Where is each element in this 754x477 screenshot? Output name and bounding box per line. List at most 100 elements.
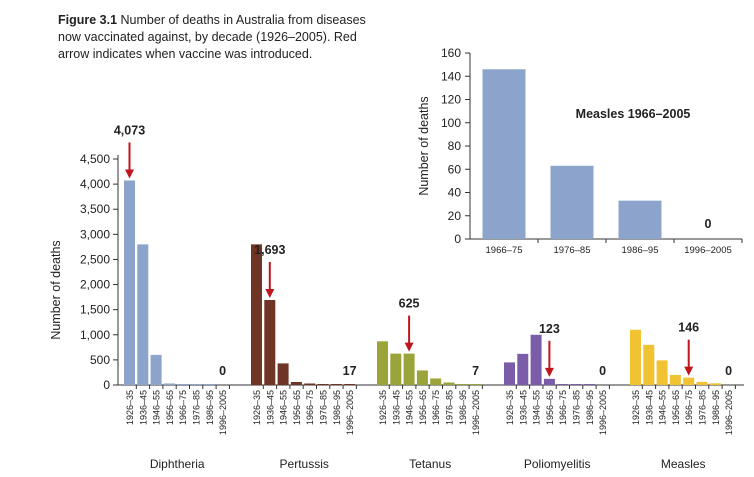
x-tick-label: 1966–75	[178, 390, 188, 425]
bar-tetanus	[443, 382, 455, 385]
y-tick-label: 500	[90, 353, 110, 367]
inset-y-tick-label: 100	[441, 116, 461, 130]
y-tick-label: 3,000	[80, 227, 110, 241]
inset-data-label: 0	[705, 217, 712, 231]
inset-y-tick-label: 160	[441, 46, 461, 60]
inset-x-tick-label: 1976–85	[554, 245, 591, 256]
bar-tetanus	[456, 383, 468, 385]
x-tick-label: 1956–65	[545, 390, 555, 425]
value-label: 0	[219, 364, 226, 378]
x-tick-label: 1946–55	[658, 390, 668, 425]
series-label-measles: Measles	[661, 457, 706, 471]
x-tick-label: 1926–35	[378, 390, 388, 425]
value-label: 0	[599, 364, 606, 378]
bar-tetanus	[377, 341, 388, 385]
x-tick-label: 1946–55	[279, 390, 289, 425]
bar-poliomyelitis	[517, 353, 529, 385]
vaccine-arrow-head	[544, 367, 554, 377]
vaccine-arrow-head	[684, 366, 694, 376]
inset-y-tick-label: 20	[448, 209, 462, 223]
bar-diphtheria	[163, 383, 175, 385]
x-tick-label: 1996–2005	[345, 390, 355, 435]
bar-poliomyelitis	[530, 334, 542, 385]
x-tick-label: 1936–45	[644, 390, 654, 425]
x-tick-label: 1926–35	[631, 390, 641, 425]
arrow-value-label: 1,693	[254, 243, 285, 257]
x-tick-label: 1936–45	[391, 390, 401, 425]
x-tick-label: 1986–95	[585, 390, 595, 425]
series-label-tetanus: Tetanus	[409, 457, 451, 471]
arrow-value-label: 4,073	[114, 123, 145, 137]
inset-x-tick-label: 1966–75	[486, 245, 523, 256]
bar-pertussis	[277, 363, 289, 385]
vaccine-arrow-head	[265, 288, 275, 298]
bar-poliomyelitis	[543, 378, 555, 385]
inset-y-tick-label: 80	[448, 139, 462, 153]
bar-poliomyelitis	[583, 384, 595, 385]
bar-measles	[709, 383, 721, 385]
inset-title: Measles 1966–2005	[576, 107, 691, 121]
x-tick-label: 1986–95	[205, 390, 215, 425]
x-tick-label: 1996–2005	[724, 390, 734, 435]
y-tick-label: 2,500	[80, 252, 110, 266]
bar-diphtheria	[124, 180, 135, 385]
bar-tetanus	[470, 384, 482, 385]
x-tick-label: 1956–65	[165, 390, 175, 425]
x-tick-label: 1956–65	[671, 390, 681, 425]
x-tick-label: 1976–85	[572, 390, 582, 425]
inset-y-tick-label: 120	[441, 93, 461, 107]
arrow-value-label: 123	[539, 322, 560, 336]
x-tick-label: 1986–95	[458, 390, 468, 425]
bar-pertussis	[330, 384, 342, 385]
x-tick-label: 1946–55	[532, 390, 542, 425]
bar-pertussis	[251, 244, 262, 385]
x-tick-label: 1966–75	[558, 390, 568, 425]
inset-bar	[482, 69, 526, 240]
x-tick-label: 1936–45	[265, 390, 275, 425]
inset-y-tick-label: 40	[448, 186, 462, 200]
inset-x-tick-label: 1986–95	[622, 245, 659, 256]
value-label: 17	[343, 364, 357, 378]
bar-tetanus	[430, 378, 442, 385]
bar-poliomyelitis	[504, 362, 515, 385]
inset-y-tick-label: 0	[454, 232, 461, 246]
arrow-value-label: 146	[678, 321, 699, 335]
bar-pertussis	[304, 383, 316, 385]
x-tick-label: 1936–45	[518, 390, 528, 425]
inset-y-tick-label: 60	[448, 162, 462, 176]
series-label-pertussis: Pertussis	[280, 457, 329, 471]
figure-caption: Figure 3.1 Number of deaths in Australia…	[58, 12, 388, 63]
bar-diphtheria	[203, 384, 215, 385]
main-chart: 0 500 1,000 1,500 2,000 2,500 3,000 3,500 4,000 4…	[49, 123, 744, 471]
y-tick-label: 2,000	[80, 278, 110, 292]
x-tick-label: 1966–75	[431, 390, 441, 425]
inset-bar	[550, 165, 594, 239]
inset-bar	[618, 200, 662, 239]
y-axis-title: Number of deaths	[49, 240, 63, 339]
arrow-value-label: 625	[399, 297, 420, 311]
x-tick-label: 1966–75	[684, 390, 694, 425]
x-tick-label: 1966–75	[305, 390, 315, 425]
y-tick-label: 1,500	[80, 303, 110, 317]
y-tick-label: 3,500	[80, 202, 110, 216]
x-tick-label: 1956–65	[292, 390, 302, 425]
inset-y-axis-title: Number of deaths	[417, 96, 431, 195]
bar-poliomyelitis	[570, 384, 582, 385]
bar-measles	[669, 374, 681, 385]
bar-pertussis	[264, 299, 276, 385]
x-tick-label: 1996–2005	[598, 390, 608, 435]
x-tick-label: 1956–65	[418, 390, 428, 425]
bar-diphtheria	[177, 384, 189, 385]
x-tick-label: 1976–85	[192, 390, 202, 425]
x-tick-label: 1986–95	[332, 390, 342, 425]
bar-tetanus	[403, 353, 415, 385]
y-tick-label: 4,000	[80, 177, 110, 191]
value-label: 7	[472, 364, 479, 378]
series-label-poliomyelitis: Poliomyelitis	[524, 457, 591, 471]
bar-measles	[643, 344, 655, 385]
x-tick-label: 1936–45	[138, 390, 148, 425]
inset-x-tick-label: 1996–2005	[684, 245, 732, 256]
bar-diphtheria	[137, 244, 149, 385]
y-tick-label: 0	[103, 378, 110, 392]
